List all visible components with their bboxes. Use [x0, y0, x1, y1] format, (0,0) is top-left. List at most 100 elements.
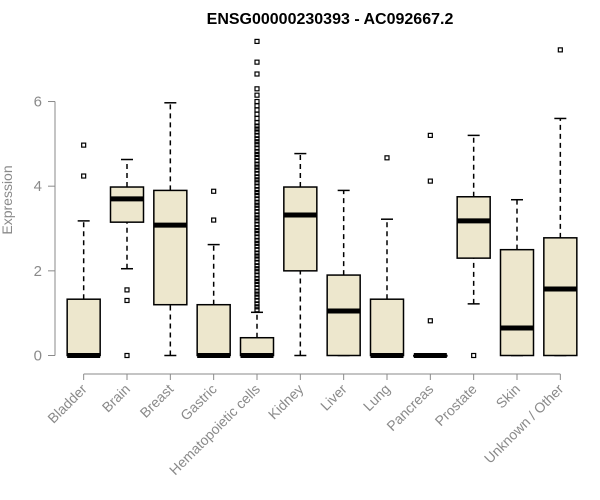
- outlier-point: [254, 161, 260, 167]
- outlier-point: [254, 291, 260, 297]
- x-tick-label: Prostate: [432, 381, 480, 429]
- chart-title: ENSG00000230393 - AC092667.2: [207, 11, 454, 28]
- outlier-point: [254, 230, 260, 237]
- box-group: [326, 189, 361, 357]
- outlier-point: [254, 111, 260, 117]
- box-group: [283, 152, 318, 357]
- outlier-point: [254, 103, 260, 109]
- outlier-point: [254, 263, 260, 269]
- outlier-point: [254, 136, 260, 142]
- outlier-point: [254, 288, 260, 294]
- y-tick-label: 4: [34, 178, 42, 195]
- outlier-point: [254, 285, 260, 291]
- box-group: [153, 102, 188, 357]
- box-group: [66, 142, 101, 358]
- box-iqr: [499, 248, 535, 357]
- outlier-point: [427, 132, 433, 138]
- outlier-point: [254, 243, 260, 249]
- box-iqr: [543, 237, 578, 357]
- outlier-point: [384, 155, 390, 161]
- outlier-point: [254, 212, 260, 218]
- outlier-point: [254, 132, 260, 138]
- outlier-point: [254, 92, 260, 98]
- y-axis-label: Expression: [0, 165, 15, 234]
- outlier-point: [124, 297, 130, 304]
- box-group: [413, 132, 448, 358]
- outlier-point: [254, 205, 260, 211]
- outlier-point: [254, 215, 260, 221]
- outlier-point: [254, 177, 260, 183]
- outlier-point: [471, 352, 477, 359]
- outlier-point: [254, 180, 260, 186]
- x-tick-label: Breast: [137, 381, 177, 421]
- outlier-point: [254, 123, 260, 129]
- box-iqr: [109, 186, 145, 223]
- x-tick-label: Pancreas: [383, 381, 436, 434]
- outlier-point: [254, 259, 260, 265]
- outlier-point: [254, 129, 260, 135]
- x-tick-label: Liver: [317, 381, 350, 414]
- outlier-point: [254, 247, 260, 253]
- outlier-point: [254, 240, 260, 246]
- outlier-point: [211, 217, 217, 223]
- box-group: [543, 47, 578, 357]
- outlier-point: [254, 250, 260, 256]
- outlier-point: [81, 173, 87, 179]
- outlier-point: [254, 148, 260, 155]
- x-tick-label: Bladder: [44, 381, 90, 427]
- outlier-point: [254, 183, 260, 189]
- outlier-point: [254, 86, 260, 92]
- outlier-point: [254, 145, 260, 151]
- x-tick-label: Skin: [493, 381, 524, 412]
- box-iqr: [153, 189, 188, 306]
- outlier-point: [254, 139, 260, 145]
- outlier-point: [254, 294, 260, 300]
- x-tick-label: Lung: [360, 381, 393, 414]
- outlier-point: [124, 287, 130, 293]
- outlier-point: [254, 228, 260, 234]
- outlier-point: [254, 304, 260, 310]
- outlier-point: [557, 47, 563, 53]
- outlier-point: [427, 178, 433, 184]
- outlier-point: [254, 237, 260, 243]
- outlier-point: [254, 98, 260, 105]
- outlier-point: [254, 307, 260, 313]
- outlier-point: [254, 71, 260, 77]
- x-tick-label: Brain: [99, 381, 133, 415]
- y-axis: 0 2 4 6: [34, 94, 56, 365]
- outlier-point: [254, 107, 260, 113]
- outlier-point: [254, 234, 260, 240]
- outlier-point: [254, 154, 260, 160]
- box-group: [369, 155, 405, 358]
- outlier-point: [211, 188, 217, 194]
- outlier-point: [427, 318, 433, 324]
- outlier-point: [254, 120, 260, 126]
- box-iqr: [456, 196, 491, 259]
- outlier-point: [254, 38, 260, 45]
- outlier-point: [254, 266, 260, 272]
- outlier-point: [254, 221, 260, 227]
- outlier-point: [254, 199, 260, 205]
- outlier-point: [81, 142, 87, 148]
- x-tick-label: Gastric: [177, 381, 220, 424]
- outlier-point: [254, 170, 260, 177]
- outlier-point: [254, 275, 260, 282]
- outlier-point: [254, 189, 260, 196]
- outlier-point: [254, 202, 260, 208]
- y-tick-label: 0: [34, 348, 42, 365]
- outlier-point: [254, 196, 260, 202]
- x-tick-label: Unknown / Other: [481, 381, 567, 467]
- outlier-point: [254, 301, 260, 307]
- outlier-point: [254, 186, 260, 193]
- outlier-point: [254, 158, 260, 164]
- box-group: [456, 134, 491, 359]
- outlier-point: [254, 126, 260, 132]
- outlier-point: [254, 192, 260, 199]
- box-group: [239, 38, 275, 358]
- outlier-point: [254, 208, 260, 215]
- outlier-point: [254, 225, 260, 231]
- outlier-point: [254, 174, 260, 180]
- plot-area: [66, 38, 578, 359]
- outlier-point: [254, 269, 260, 275]
